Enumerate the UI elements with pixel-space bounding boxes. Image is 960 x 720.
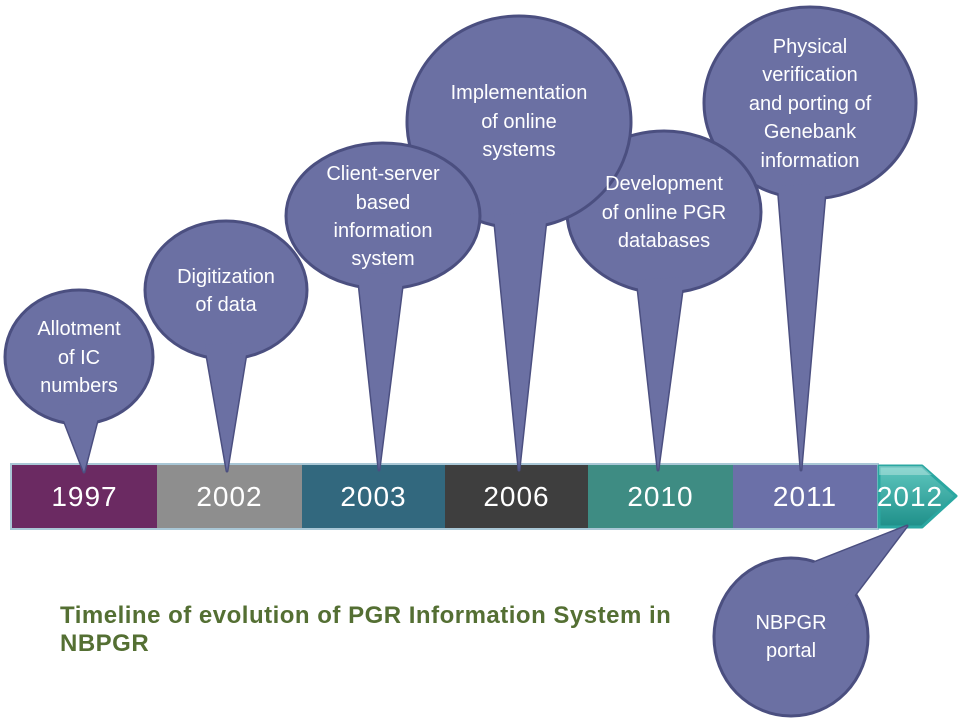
bubble-digitization: [143, 219, 309, 473]
timeline-segment-2002: [157, 465, 302, 528]
bubble-implementation-tail-join: [494, 212, 547, 470]
bubble-allotment: [3, 288, 155, 474]
year-label-2002: 2002: [196, 480, 263, 512]
timeline-segment-2011: [733, 465, 877, 528]
bubble-allotment-tail-join: [58, 402, 102, 472]
bubble-physical-verification-tail-join: [778, 183, 826, 470]
arrow-highlight: [879, 466, 932, 475]
bubble-client-server: [284, 141, 482, 472]
bubble-client-server-circle: [284, 141, 482, 291]
timeline-segment-2003: [302, 465, 445, 528]
bubble-digitization-tail-join: [205, 342, 248, 471]
bubble-nbpgr-portal: [712, 524, 909, 718]
year-label-2006: 2006: [483, 480, 550, 512]
bubble-client-server-tail-join: [358, 272, 404, 470]
bubble-development-tail-join: [637, 277, 684, 470]
bubble-physical-verification: [702, 5, 918, 472]
year-label-2003: 2003: [340, 480, 407, 512]
slide-caption: Timeline of evolution of PGR Information…: [60, 602, 672, 657]
timeline-segment-2012-arrow: [877, 464, 958, 529]
year-label-2010: 2010: [627, 480, 694, 512]
timeline-segment-2006: [445, 465, 588, 528]
timeline-segment-1997: [12, 465, 157, 528]
year-label-1997: 1997: [51, 480, 118, 512]
bubble-nbpgr-portal-tail-join: [790, 526, 907, 608]
timeline-segment-2010: [588, 465, 733, 528]
bubble-digitization-circle: [143, 219, 309, 361]
year-label-2011: 2011: [772, 480, 838, 512]
year-label-2012: 2012: [876, 480, 944, 512]
